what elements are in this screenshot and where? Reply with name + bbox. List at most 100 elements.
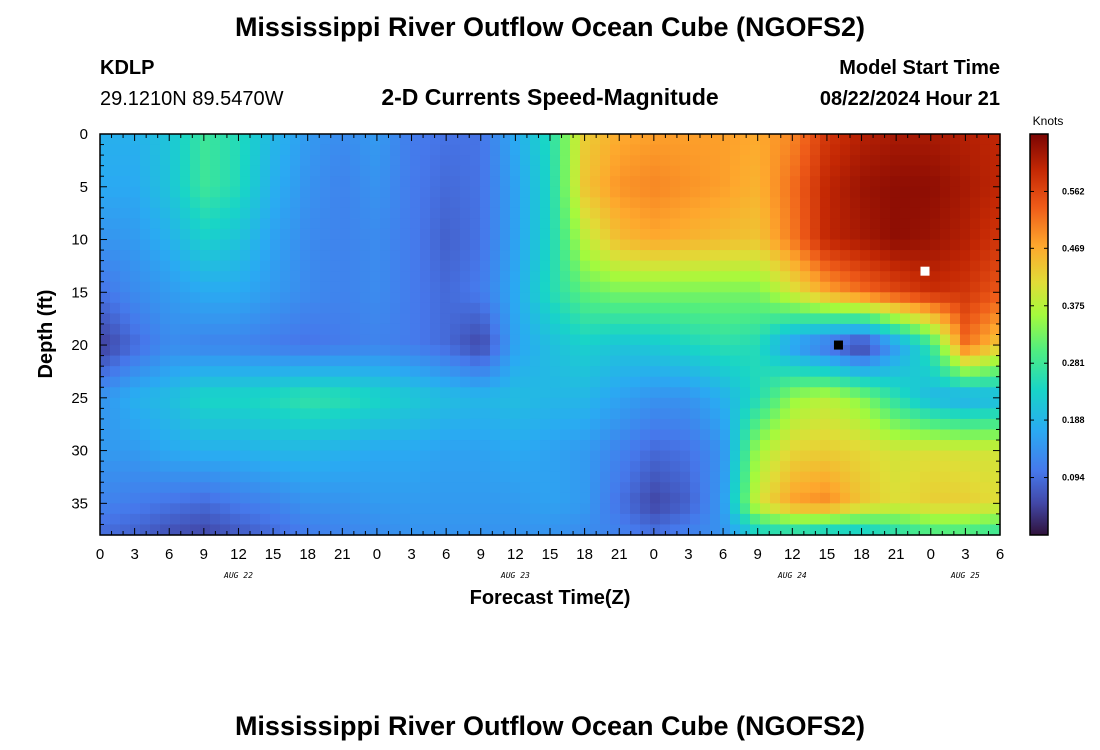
heatmap-cell: [580, 186, 591, 198]
heatmap-cell: [560, 281, 571, 293]
heatmap-cell: [860, 513, 871, 526]
heatmap-cell: [770, 355, 781, 367]
heatmap-cell: [760, 239, 771, 251]
heatmap-cell: [120, 165, 131, 177]
heatmap-cell: [940, 513, 951, 526]
heatmap-cell: [390, 218, 401, 230]
heatmap-cell: [480, 207, 491, 220]
heatmap-cell: [570, 440, 581, 452]
heatmap-cell: [760, 197, 771, 209]
heatmap-cell: [520, 218, 531, 230]
heatmap-cell: [770, 197, 781, 209]
heatmap-cell: [430, 513, 441, 526]
heatmap-cell: [370, 471, 381, 483]
heatmap-cell: [610, 313, 621, 325]
heatmap-cell: [830, 144, 841, 156]
heatmap-cell: [890, 144, 901, 156]
heatmap-cell: [710, 281, 721, 293]
heatmap-cell: [710, 397, 721, 409]
heatmap-cell: [570, 218, 581, 230]
heatmap-cell: [110, 144, 121, 156]
heatmap-cell: [980, 429, 991, 441]
heatmap-cell: [420, 461, 431, 473]
heatmap-cell: [300, 408, 311, 420]
heatmap-cell: [690, 492, 701, 504]
heatmap-cell: [790, 355, 801, 367]
heatmap-cell: [510, 313, 521, 325]
heatmap-cell: [540, 207, 551, 220]
heatmap-cell: [900, 355, 911, 367]
heatmap-cell: [450, 408, 461, 420]
heatmap-cell: [660, 471, 671, 483]
heatmap-cell: [630, 292, 641, 304]
heatmap-cell: [470, 239, 481, 251]
heatmap-cell: [370, 355, 381, 367]
heatmap-cell: [290, 323, 301, 336]
heatmap-cell: [190, 387, 201, 399]
heatmap-cell: [510, 429, 521, 441]
heatmap-cell: [460, 218, 471, 230]
heatmap-cell: [400, 503, 411, 515]
heatmap-cell: [580, 144, 591, 156]
heatmap-cell: [130, 134, 141, 146]
heatmap-cell: [470, 366, 481, 378]
heatmap-cell: [460, 418, 471, 431]
heatmap-cell: [790, 186, 801, 198]
heatmap-cell: [360, 397, 371, 409]
heatmap-cell: [540, 155, 551, 167]
heatmap-cell: [560, 524, 571, 536]
heatmap-cell: [110, 482, 121, 494]
heatmap-cell: [600, 345, 611, 357]
heatmap-cell: [880, 461, 891, 473]
heatmap-cell: [160, 207, 171, 220]
heatmap-cell: [570, 176, 581, 188]
heatmap-cell: [320, 165, 331, 177]
heatmap-cell: [420, 387, 431, 399]
heatmap-cell: [190, 345, 201, 357]
heatmap-cell: [930, 450, 941, 462]
heatmap-cell: [620, 345, 631, 357]
heatmap-cell: [930, 524, 941, 536]
heatmap-cell: [660, 492, 671, 504]
heatmap-cell: [640, 397, 651, 409]
heatmap-cell: [700, 228, 711, 241]
heatmap-cell: [140, 461, 151, 473]
heatmap-cell: [340, 524, 351, 536]
heatmap-cell: [630, 418, 641, 431]
heatmap-cell: [890, 271, 901, 283]
heatmap-cell: [190, 176, 201, 188]
heatmap-cell: [220, 376, 231, 388]
heatmap-cell: [330, 408, 341, 420]
heatmap-cell: [140, 334, 151, 346]
heatmap-cell: [210, 345, 221, 357]
heatmap-cell: [740, 323, 751, 336]
heatmap-cell: [160, 345, 171, 357]
heatmap-cell: [620, 429, 631, 441]
heatmap-cell: [570, 345, 581, 357]
heatmap-cell: [720, 334, 731, 346]
heatmap-cell: [560, 513, 571, 526]
heatmap-cell: [970, 482, 981, 494]
heatmap-cell: [110, 176, 121, 188]
heatmap-cell: [380, 397, 391, 409]
heatmap-cell: [900, 408, 911, 420]
heatmap-cell: [480, 165, 491, 177]
heatmap-cell: [690, 366, 701, 378]
heatmap-cell: [380, 165, 391, 177]
heatmap-cell: [940, 429, 951, 441]
heatmap-cell: [500, 440, 511, 452]
x-tick-label: 3: [130, 546, 138, 563]
heatmap-cell: [730, 218, 741, 230]
heatmap-cell: [260, 176, 271, 188]
heatmap-cell: [960, 418, 971, 431]
heatmap-cell: [280, 440, 291, 452]
heatmap-cell: [960, 197, 971, 209]
heatmap-cell: [450, 397, 461, 409]
heatmap-cell: [450, 313, 461, 325]
heatmap-cell: [390, 292, 401, 304]
heatmap-cell: [900, 281, 911, 293]
heatmap-cell: [880, 302, 891, 314]
heatmap-cell: [470, 218, 481, 230]
heatmap-cell: [900, 239, 911, 251]
heatmap-cell: [880, 176, 891, 188]
